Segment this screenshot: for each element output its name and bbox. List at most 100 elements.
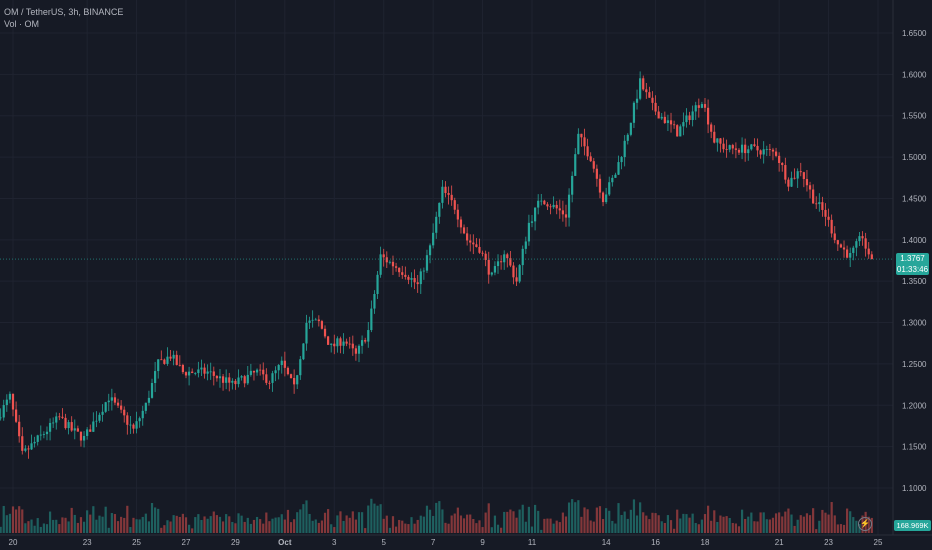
- volume-bar: [184, 517, 188, 533]
- volume-indicator-title[interactable]: Vol · OM: [4, 19, 40, 29]
- volume-bar: [808, 515, 812, 533]
- candle-body: [552, 204, 555, 208]
- volume-bar: [305, 500, 308, 533]
- volume-bar: [58, 524, 61, 533]
- volume-bar: [846, 508, 849, 533]
- time-tick-label: 23: [824, 538, 833, 547]
- candle-body: [546, 204, 549, 207]
- volume-bar: [348, 517, 351, 533]
- candle-body: [351, 343, 354, 349]
- candle-body: [113, 397, 117, 403]
- candle-body: [617, 162, 620, 175]
- volume-bar: [759, 512, 762, 533]
- price-axis[interactable]: 1.6500 1.6000 1.5500 1.5000 1.4500 1.4000 1.35…: [892, 0, 927, 535]
- candle-body: [756, 145, 759, 151]
- candle-body: [388, 261, 391, 263]
- volume-bar: [731, 522, 734, 533]
- volume-bar: [8, 513, 12, 533]
- volume-bar: [209, 516, 212, 533]
- volume-bar: [601, 519, 605, 533]
- volume-bar: [765, 519, 768, 533]
- candle-body: [422, 270, 425, 272]
- volume-bar: [126, 505, 129, 533]
- candle-body: [305, 322, 308, 344]
- volume-bar: [632, 499, 636, 533]
- volume-bar: [212, 511, 215, 533]
- candle-body: [753, 144, 756, 146]
- candle-body: [435, 216, 438, 233]
- candle-body: [864, 238, 867, 249]
- volume-bar: [737, 526, 741, 533]
- candle-body: [333, 343, 336, 347]
- volume-bar: [36, 518, 39, 533]
- volume-bar: [679, 518, 682, 533]
- candle-body: [580, 133, 583, 138]
- volume-bar: [515, 517, 518, 533]
- candle-body: [89, 429, 92, 432]
- volume-bar: [79, 517, 83, 533]
- candle-body: [425, 255, 429, 271]
- volume-bar: [274, 517, 277, 533]
- candle-body: [574, 154, 577, 176]
- volume-bar: [234, 523, 237, 533]
- volume-bar: [583, 507, 586, 533]
- candle-body: [280, 360, 283, 366]
- candle-body: [852, 247, 855, 253]
- last-price-value: 1.3767: [900, 254, 925, 263]
- volume-bar: [842, 524, 846, 533]
- volume-bar: [339, 511, 342, 533]
- candle-body: [45, 431, 49, 435]
- volume-bar: [370, 498, 373, 533]
- volume-bar: [771, 517, 775, 533]
- volume-bar: [327, 509, 330, 533]
- volume-bar: [120, 516, 123, 533]
- time-tick-label: 27: [182, 538, 191, 547]
- volume-bar: [700, 519, 704, 533]
- volume-bar: [469, 514, 472, 533]
- volume-bars: [0, 498, 873, 533]
- candle-body: [598, 178, 602, 193]
- volume-bar: [549, 518, 552, 533]
- lightning-icon[interactable]: ⚡: [858, 517, 872, 531]
- candle-body: [642, 78, 645, 90]
- candle-body: [401, 272, 404, 275]
- volume-bar: [546, 518, 549, 533]
- volume-bar: [530, 526, 534, 533]
- volume-bar: [141, 516, 144, 533]
- volume-bar: [688, 517, 691, 533]
- volume-bar: [750, 512, 753, 533]
- time-tick-label: 25: [132, 538, 141, 547]
- candle-body: [42, 434, 45, 435]
- candle-body: [240, 376, 243, 378]
- candle-body: [438, 202, 441, 217]
- candle-body: [286, 367, 290, 375]
- symbol-title[interactable]: OM / TetherUS, 3h, BINANCE: [4, 7, 124, 17]
- time-axis[interactable]: 20 23 25 27 29 Oct 3 5 7 9 11 14 16 18 21 23 25: [0, 534, 932, 547]
- time-tick-label: 11: [528, 538, 537, 547]
- candle-body: [543, 200, 546, 205]
- volume-bar: [787, 508, 790, 533]
- candle-body: [410, 278, 413, 280]
- volume-bar: [790, 514, 793, 533]
- volume-bar: [70, 507, 73, 533]
- candle-body: [181, 364, 185, 373]
- volume-bar: [225, 514, 228, 533]
- volume-bar: [645, 515, 648, 533]
- price-tick-label: 1.4500: [902, 194, 927, 203]
- time-tick-label: Oct: [278, 538, 292, 547]
- candle-body: [583, 137, 586, 147]
- volume-bar: [509, 509, 512, 533]
- volume-bar: [228, 516, 231, 533]
- price-tick-label: 1.4000: [902, 236, 927, 245]
- candle-body: [14, 409, 18, 422]
- volume-bar: [855, 520, 858, 533]
- candle-body: [632, 102, 636, 123]
- candle-body: [348, 343, 351, 345]
- volume-bar: [830, 502, 833, 533]
- candle-body: [110, 397, 113, 401]
- volume-bar: [818, 520, 821, 533]
- candle-body: [385, 257, 388, 263]
- last-price-tag: 1.3767 01:33:46: [896, 253, 929, 275]
- volume-bar: [648, 519, 651, 533]
